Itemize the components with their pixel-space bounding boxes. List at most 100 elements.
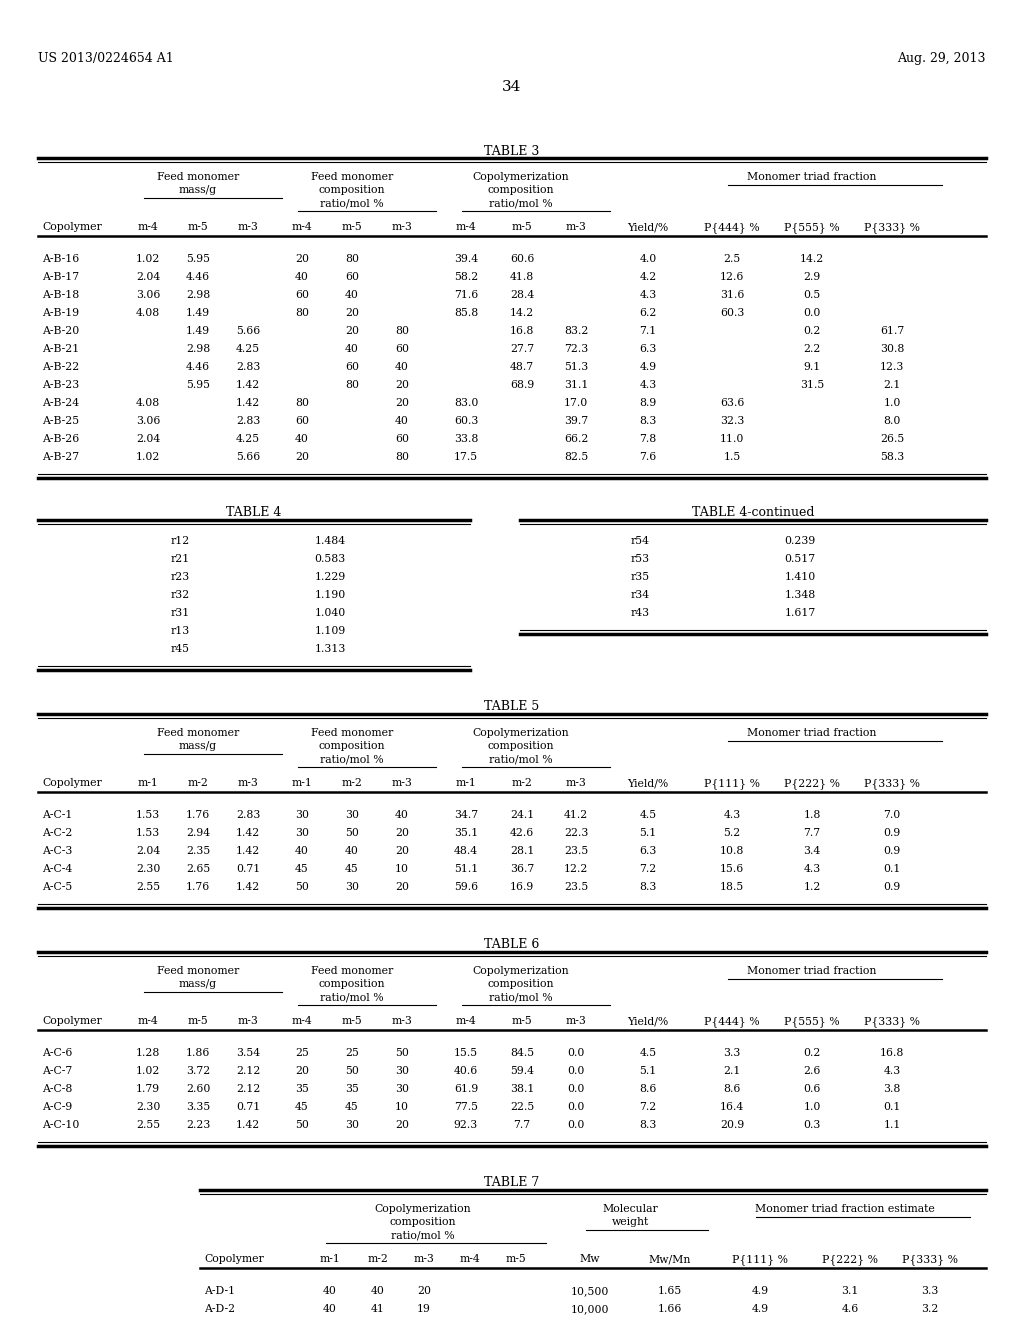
Text: TABLE 5: TABLE 5 xyxy=(484,700,540,713)
Text: 2.83: 2.83 xyxy=(236,810,260,820)
Text: 0.1: 0.1 xyxy=(884,1102,901,1111)
Text: 4.0: 4.0 xyxy=(639,253,656,264)
Text: 51.1: 51.1 xyxy=(454,865,478,874)
Text: m-3: m-3 xyxy=(565,1016,587,1026)
Text: Copolymer: Copolymer xyxy=(42,222,101,232)
Text: 25: 25 xyxy=(345,1048,359,1059)
Text: 22.5: 22.5 xyxy=(510,1102,535,1111)
Text: 39.7: 39.7 xyxy=(564,416,588,426)
Text: A-B-18: A-B-18 xyxy=(42,290,79,300)
Text: Monomer triad fraction: Monomer triad fraction xyxy=(748,729,877,738)
Text: 80: 80 xyxy=(295,308,309,318)
Text: ratio/mol %: ratio/mol % xyxy=(489,993,553,1002)
Text: m-3: m-3 xyxy=(565,222,587,232)
Text: m-5: m-5 xyxy=(342,222,362,232)
Text: A-C-10: A-C-10 xyxy=(42,1119,80,1130)
Text: 16.9: 16.9 xyxy=(510,882,535,892)
Text: 4.6: 4.6 xyxy=(842,1304,859,1313)
Text: 3.8: 3.8 xyxy=(884,1084,901,1094)
Text: 45: 45 xyxy=(345,865,358,874)
Text: 10,500: 10,500 xyxy=(570,1286,609,1296)
Text: 27.7: 27.7 xyxy=(510,345,535,354)
Text: A-B-21: A-B-21 xyxy=(42,345,79,354)
Text: 63.6: 63.6 xyxy=(720,399,744,408)
Text: 1.42: 1.42 xyxy=(236,828,260,838)
Text: Feed monomer: Feed monomer xyxy=(157,966,240,975)
Text: 2.12: 2.12 xyxy=(236,1084,260,1094)
Text: r13: r13 xyxy=(170,626,189,636)
Text: 2.83: 2.83 xyxy=(236,416,260,426)
Text: 48.4: 48.4 xyxy=(454,846,478,855)
Text: 1.617: 1.617 xyxy=(784,609,816,618)
Text: 20: 20 xyxy=(295,1067,309,1076)
Text: 12.2: 12.2 xyxy=(564,865,588,874)
Text: 45: 45 xyxy=(295,865,309,874)
Text: 0.71: 0.71 xyxy=(236,1102,260,1111)
Text: A-D-1: A-D-1 xyxy=(204,1286,236,1296)
Text: Mw/Mn: Mw/Mn xyxy=(649,1254,691,1265)
Text: 2.65: 2.65 xyxy=(186,865,210,874)
Text: 7.2: 7.2 xyxy=(639,1102,656,1111)
Text: 2.60: 2.60 xyxy=(185,1084,210,1094)
Text: m-1: m-1 xyxy=(319,1254,340,1265)
Text: 1.02: 1.02 xyxy=(136,253,160,264)
Text: 1.02: 1.02 xyxy=(136,451,160,462)
Text: 0.2: 0.2 xyxy=(803,326,820,337)
Text: P{444} %: P{444} % xyxy=(705,1016,760,1027)
Text: A-C-6: A-C-6 xyxy=(42,1048,73,1059)
Text: A-B-25: A-B-25 xyxy=(42,416,79,426)
Text: 3.35: 3.35 xyxy=(186,1102,210,1111)
Text: 14.2: 14.2 xyxy=(800,253,824,264)
Text: 3.06: 3.06 xyxy=(136,290,160,300)
Text: 3.72: 3.72 xyxy=(186,1067,210,1076)
Text: Yield/%: Yield/% xyxy=(628,1016,669,1026)
Text: m-1: m-1 xyxy=(292,777,312,788)
Text: A-B-23: A-B-23 xyxy=(42,380,79,389)
Text: 50: 50 xyxy=(345,1067,359,1076)
Text: A-B-22: A-B-22 xyxy=(42,362,79,372)
Text: 2.5: 2.5 xyxy=(723,253,740,264)
Text: 22.3: 22.3 xyxy=(564,828,588,838)
Text: 3.3: 3.3 xyxy=(723,1048,740,1059)
Text: 1.42: 1.42 xyxy=(236,399,260,408)
Text: TABLE 3: TABLE 3 xyxy=(484,145,540,158)
Text: 4.25: 4.25 xyxy=(236,345,260,354)
Text: 20: 20 xyxy=(417,1286,431,1296)
Text: 41.8: 41.8 xyxy=(510,272,535,282)
Text: 61.9: 61.9 xyxy=(454,1084,478,1094)
Text: r43: r43 xyxy=(631,609,649,618)
Text: 8.6: 8.6 xyxy=(639,1084,656,1094)
Text: r12: r12 xyxy=(170,536,189,546)
Text: 85.8: 85.8 xyxy=(454,308,478,318)
Text: 30: 30 xyxy=(345,1119,359,1130)
Text: 0.517: 0.517 xyxy=(784,554,815,564)
Text: weight: weight xyxy=(611,1217,648,1228)
Text: 66.2: 66.2 xyxy=(564,434,588,444)
Text: m-4: m-4 xyxy=(137,222,159,232)
Text: 1.28: 1.28 xyxy=(136,1048,160,1059)
Text: 10: 10 xyxy=(395,865,409,874)
Text: 2.23: 2.23 xyxy=(185,1119,210,1130)
Text: m-2: m-2 xyxy=(342,777,362,788)
Text: 10.8: 10.8 xyxy=(720,846,744,855)
Text: 58.3: 58.3 xyxy=(880,451,904,462)
Text: m-3: m-3 xyxy=(391,1016,413,1026)
Text: 14.2: 14.2 xyxy=(510,308,535,318)
Text: P{444} %: P{444} % xyxy=(705,222,760,232)
Text: 15.5: 15.5 xyxy=(454,1048,478,1059)
Text: 28.1: 28.1 xyxy=(510,846,535,855)
Text: 2.6: 2.6 xyxy=(803,1067,820,1076)
Text: 83.2: 83.2 xyxy=(564,326,588,337)
Text: A-B-26: A-B-26 xyxy=(42,434,79,444)
Text: Monomer triad fraction: Monomer triad fraction xyxy=(748,172,877,182)
Text: 1.410: 1.410 xyxy=(784,572,816,582)
Text: m-4: m-4 xyxy=(460,1254,480,1265)
Text: 5.1: 5.1 xyxy=(639,828,656,838)
Text: 5.95: 5.95 xyxy=(186,380,210,389)
Text: 28.4: 28.4 xyxy=(510,290,535,300)
Text: 38.1: 38.1 xyxy=(510,1084,535,1094)
Text: 60.6: 60.6 xyxy=(510,253,535,264)
Text: 4.5: 4.5 xyxy=(639,810,656,820)
Text: m-3: m-3 xyxy=(391,222,413,232)
Text: 48.7: 48.7 xyxy=(510,362,535,372)
